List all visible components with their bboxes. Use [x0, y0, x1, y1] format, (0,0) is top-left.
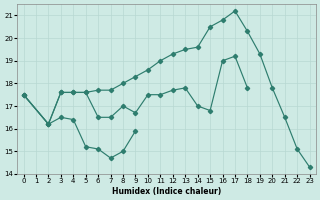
X-axis label: Humidex (Indice chaleur): Humidex (Indice chaleur) [112, 187, 221, 196]
